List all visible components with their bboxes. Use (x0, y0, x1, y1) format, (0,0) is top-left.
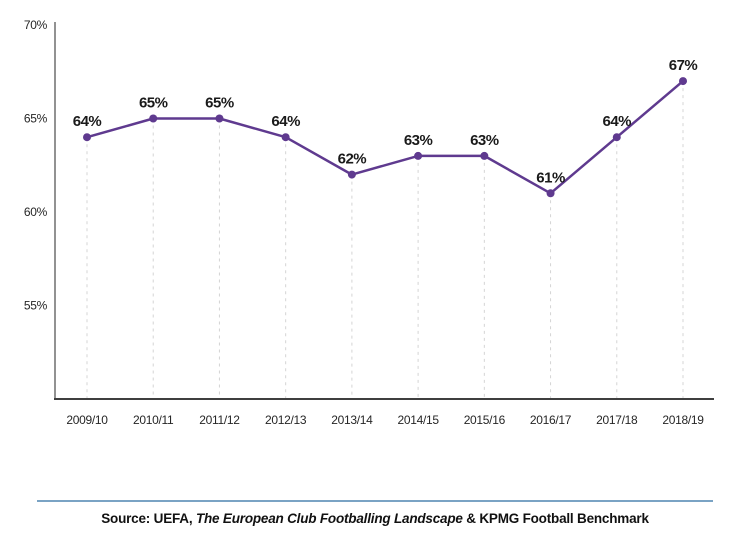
data-point (546, 189, 555, 198)
data-point (480, 151, 489, 160)
x-tick-label: 2014/15 (397, 413, 439, 427)
data-point-label: 64% (73, 113, 102, 130)
data-point (414, 151, 423, 160)
data-point (612, 133, 621, 142)
data-point-label: 62% (338, 151, 367, 168)
x-tick-label: 2017/18 (596, 413, 638, 427)
data-point (347, 170, 356, 179)
source-caption: Source: UEFA, The European Club Football… (0, 511, 750, 526)
data-point (215, 114, 224, 123)
data-point-label: 64% (271, 113, 300, 130)
data-point-label: 65% (205, 95, 234, 112)
x-tick-label: 2013/14 (331, 413, 373, 427)
data-point-label: 65% (139, 95, 168, 112)
source-text-title: The European Club Footballing Landscape (195, 511, 463, 526)
data-point (149, 114, 158, 123)
x-tick-label: 2010/11 (133, 413, 174, 427)
footer-divider (37, 500, 713, 502)
y-tick-label: 70% (24, 18, 48, 32)
x-tick-label: 2015/16 (464, 413, 506, 427)
y-tick-label: 60% (24, 205, 48, 219)
source-text-suffix: & KPMG Football Benchmark (462, 511, 649, 526)
data-point (83, 133, 91, 142)
series-line (86, 80, 684, 195)
data-point-label: 64% (603, 113, 632, 130)
x-tick-label: 2012/13 (265, 413, 307, 427)
data-point (281, 133, 290, 142)
x-tick-label: 2009/10 (66, 413, 108, 427)
y-tick-label: 55% (24, 299, 48, 313)
data-point-label: 63% (404, 132, 433, 149)
line-chart: 55% 60% 65% 70% 2009/10 2010/11 2011/12 2012/13… (24, 18, 714, 427)
data-point-label: 67% (669, 57, 698, 74)
data-point-label: 61% (536, 169, 565, 186)
x-tick-label: 2011/12 (199, 413, 240, 427)
data-point (679, 77, 687, 86)
x-tick-label: 2018/19 (662, 413, 704, 427)
data-point-label: 63% (470, 132, 499, 149)
x-tick-label: 2016/17 (530, 413, 572, 427)
y-tick-label: 65% (24, 112, 48, 126)
source-text-prefix: Source: UEFA, (101, 511, 196, 526)
